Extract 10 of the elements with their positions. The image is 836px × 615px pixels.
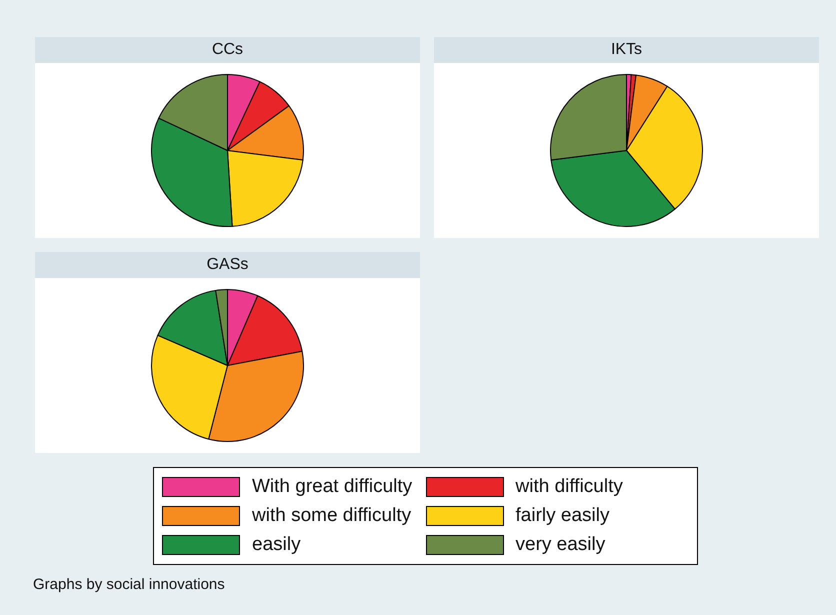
text: Graphs by social innovations bbox=[33, 576, 225, 593]
chart-title: IKTs bbox=[434, 37, 819, 63]
chart-title: CCs bbox=[35, 37, 420, 63]
legend-label: very easily bbox=[516, 534, 606, 556]
legend-label: With great difficulty bbox=[252, 476, 412, 498]
chart-title: GASs bbox=[35, 252, 420, 278]
legend-label: with some difficulty bbox=[252, 504, 412, 527]
legend-label: with difficulty bbox=[516, 476, 623, 498]
legend-label: fairly easily bbox=[516, 504, 610, 527]
legend-label: easily bbox=[252, 534, 301, 556]
